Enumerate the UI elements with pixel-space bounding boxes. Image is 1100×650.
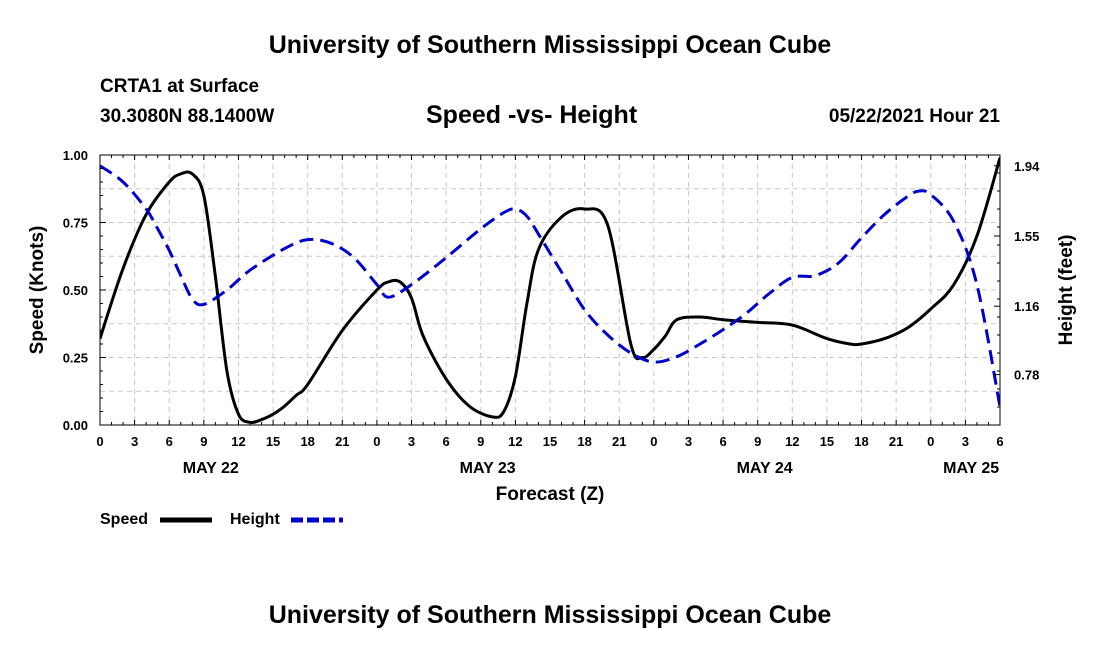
grid-lines bbox=[100, 155, 1000, 425]
day-label: MAY 24 bbox=[737, 460, 793, 477]
y-left-tick-label: 0.50 bbox=[63, 283, 88, 298]
x-tick-label: 3 bbox=[685, 434, 692, 449]
chart-title: Speed -vs- Height bbox=[426, 101, 638, 129]
x-tick-label: 0 bbox=[373, 434, 380, 449]
y-axis-right-label: Height (feet) bbox=[1056, 235, 1077, 346]
x-tick-label: 9 bbox=[200, 434, 207, 449]
y-left-tick-label: 1.00 bbox=[63, 148, 88, 163]
x-tick-label: 18 bbox=[854, 434, 868, 449]
tick-marks bbox=[99, 154, 1001, 426]
y-left-tick-label: 0.25 bbox=[63, 351, 88, 366]
x-tick-label: 3 bbox=[408, 434, 415, 449]
y-right-tick-label: 1.55 bbox=[1014, 229, 1039, 244]
footer-title: University of Southern Mississippi Ocean… bbox=[268, 601, 832, 629]
day-label: MAY 25 bbox=[943, 460, 999, 477]
y-right-tick-label: 0.78 bbox=[1014, 368, 1039, 383]
legend-height-label: Height bbox=[230, 511, 280, 528]
x-tick-label: 12 bbox=[785, 434, 799, 449]
x-tick-label: 3 bbox=[131, 434, 138, 449]
x-tick-label: 15 bbox=[266, 434, 280, 449]
x-tick-label: 9 bbox=[477, 434, 484, 449]
y-left-tick-label: 0.00 bbox=[63, 418, 88, 433]
tick-labels: 0 3 6 9 12 15 18 21 0 3 6 9 12 15 18 21 0 3 6 9 12 15 18 21 0 3 6M… bbox=[63, 148, 1040, 477]
page-title: University of Southern Mississippi Ocean… bbox=[268, 31, 832, 59]
speed-height-chart: 0 3 6 9 12 15 18 21 0 3 6 9 12 15 18 21 0 3 6 9 12 15 18 21 0 3 6M… bbox=[27, 148, 1077, 528]
x-tick-label: 6 bbox=[166, 434, 173, 449]
y-right-tick-label: 1.16 bbox=[1014, 299, 1039, 314]
series-layer bbox=[100, 157, 1000, 424]
x-tick-label: 6 bbox=[996, 434, 1003, 449]
location-label: 30.3080N 88.1400W bbox=[100, 106, 275, 127]
x-tick-label: 0 bbox=[96, 434, 103, 449]
x-tick-label: 0 bbox=[927, 434, 934, 449]
x-tick-label: 15 bbox=[820, 434, 834, 449]
series-height-line bbox=[100, 164, 1000, 408]
x-tick-label: 21 bbox=[889, 434, 903, 449]
x-tick-label: 18 bbox=[300, 434, 314, 449]
x-tick-label: 15 bbox=[543, 434, 557, 449]
x-axis-label: Forecast (Z) bbox=[496, 484, 605, 505]
day-label: MAY 22 bbox=[183, 460, 239, 477]
x-tick-label: 9 bbox=[754, 434, 761, 449]
x-tick-label: 3 bbox=[962, 434, 969, 449]
x-tick-label: 18 bbox=[577, 434, 591, 449]
station-label: CRTA1 at Surface bbox=[100, 76, 260, 97]
y-axis-left-label: Speed (Knots) bbox=[27, 226, 48, 355]
x-tick-label: 21 bbox=[335, 434, 349, 449]
x-tick-label: 12 bbox=[231, 434, 245, 449]
day-label: MAY 23 bbox=[460, 460, 516, 477]
series-speed-line bbox=[100, 157, 1000, 424]
y-left-tick-label: 0.75 bbox=[63, 216, 88, 231]
y-right-tick-label: 1.94 bbox=[1014, 159, 1040, 174]
datetime-label: 05/22/2021 Hour 21 bbox=[828, 106, 1000, 127]
x-tick-label: 0 bbox=[650, 434, 657, 449]
x-tick-label: 12 bbox=[508, 434, 522, 449]
x-tick-label: 6 bbox=[443, 434, 450, 449]
legend-speed-label: Speed bbox=[100, 511, 148, 528]
x-tick-label: 21 bbox=[612, 434, 626, 449]
x-tick-label: 6 bbox=[719, 434, 726, 449]
legend: Speed Height bbox=[100, 511, 343, 528]
